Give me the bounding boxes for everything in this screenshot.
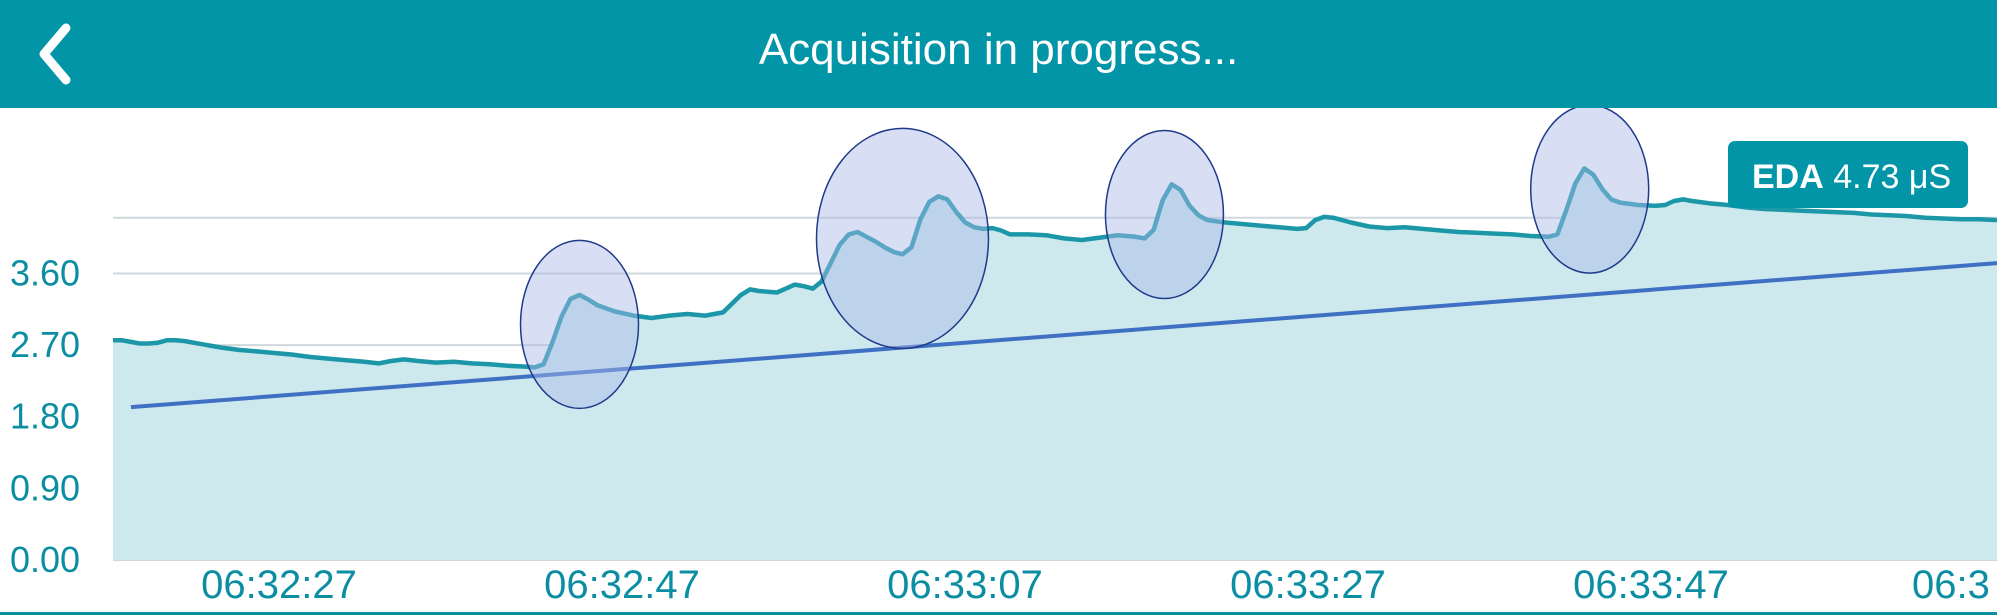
badge-value: 4.73 μS [1824,158,1951,196]
y-tick-label: 1.80 [10,396,80,437]
badge-background [1728,141,1968,208]
bottom-divider [0,612,1997,615]
highlight-ellipse [1529,108,1650,274]
back-button[interactable] [32,22,92,86]
eda-chart: 0.00 0.90 1.80 2.70 3.60 06:32:27 06:32:47 06:3… [10,108,1997,607]
area-fill [113,168,1997,560]
x-tick-label: 06:33:07 [887,563,1043,607]
highlight-ellipse [519,239,640,410]
series-line [113,166,1997,370]
chevron-left-icon [39,23,71,85]
y-tick-label: 0.00 [10,539,80,580]
x-tick-label: 06:3 [1912,563,1990,607]
badge-text: EDA 4.73 μS [1752,158,1951,196]
x-tick-label: 06:33:47 [1573,563,1729,607]
top-app-bar: Acquisition in progress... [0,0,1997,108]
y-tick-label: 0.90 [10,467,80,508]
x-tick-label: 06:32:47 [544,563,700,607]
y-tick-label: 2.70 [10,324,80,365]
highlight-ellipse [1104,129,1225,300]
highlight-ellipse [815,127,990,350]
eda-value-badge: EDA 4.73 μS [1728,141,1968,208]
x-tick-label: 06:32:27 [201,563,357,607]
x-tick-label: 06:33:27 [1230,563,1386,607]
badge-label: EDA [1752,158,1824,196]
y-tick-label: 3.60 [10,252,80,293]
page-title: Acquisition in progress... [758,25,1239,74]
trend-line [130,261,1997,410]
